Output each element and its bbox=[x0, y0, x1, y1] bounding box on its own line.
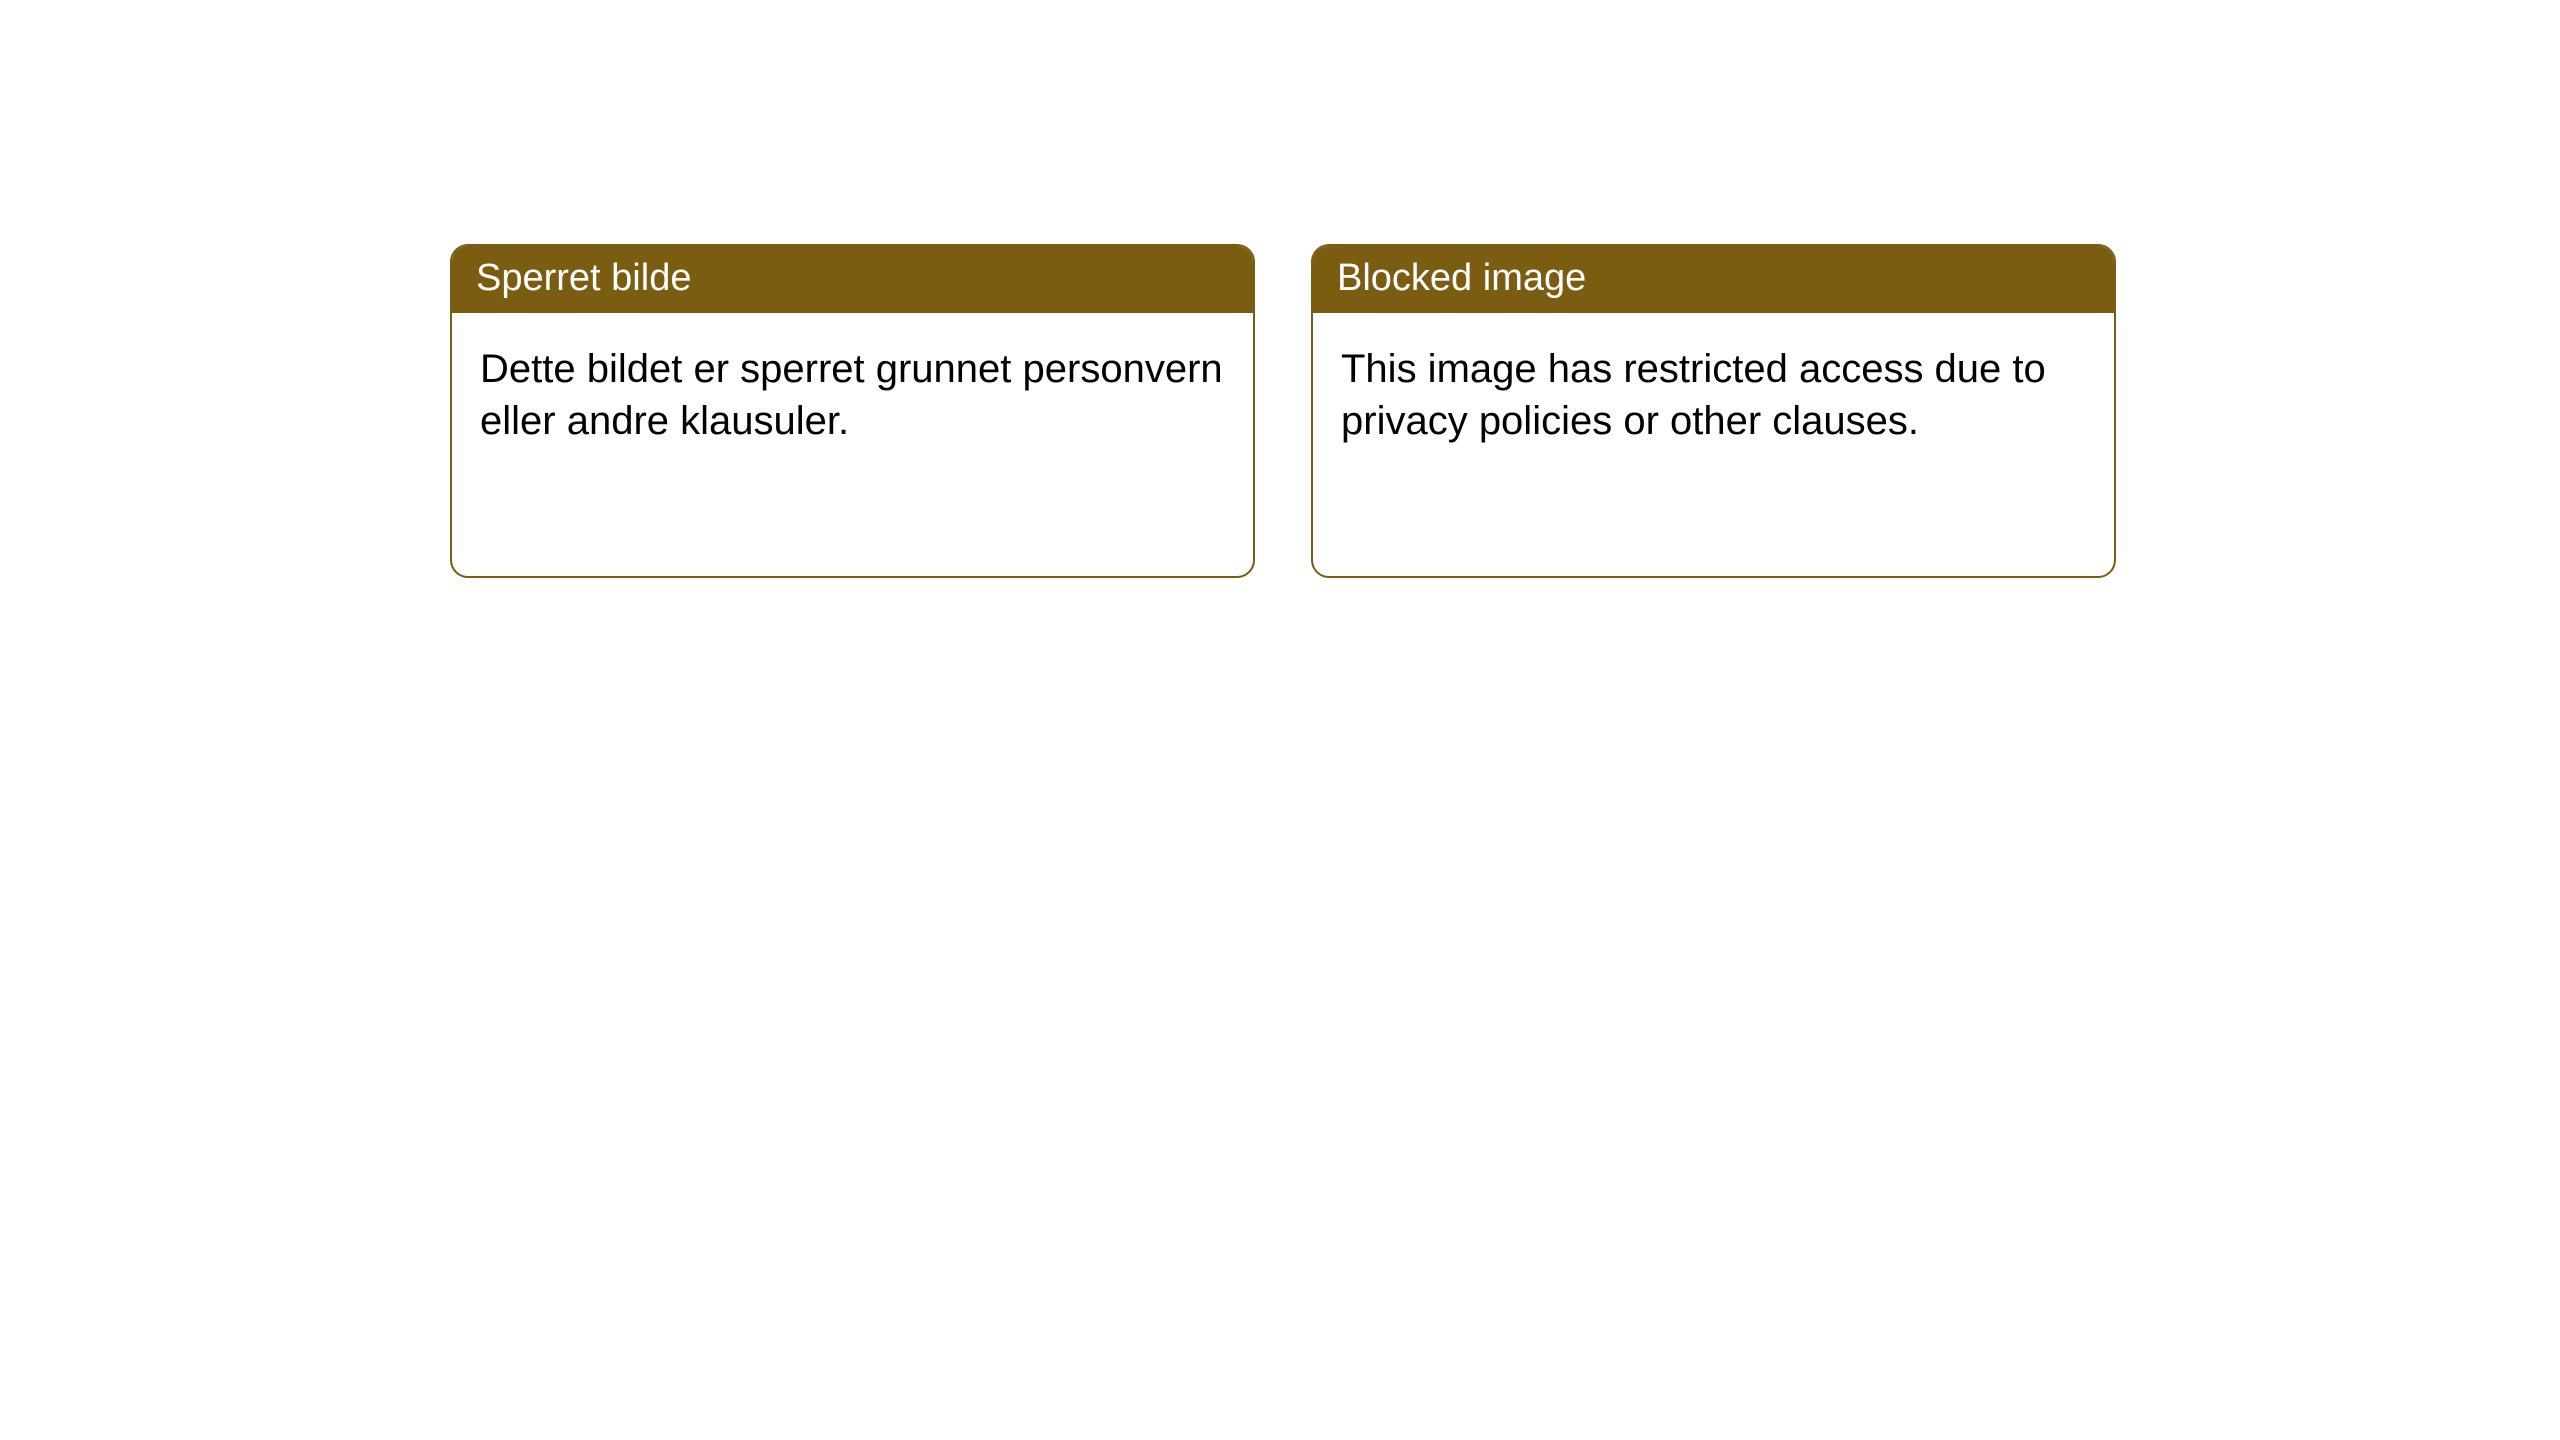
panel-english: Blocked image This image has restricted … bbox=[1311, 244, 2116, 578]
panel-title: Sperret bilde bbox=[452, 246, 1253, 313]
panel-title: Blocked image bbox=[1313, 246, 2114, 313]
panel-body: Dette bildet er sperret grunnet personve… bbox=[452, 313, 1253, 477]
panels-container: Sperret bilde Dette bildet er sperret gr… bbox=[0, 0, 2560, 578]
panel-norwegian: Sperret bilde Dette bildet er sperret gr… bbox=[450, 244, 1255, 578]
panel-body: This image has restricted access due to … bbox=[1313, 313, 2114, 477]
